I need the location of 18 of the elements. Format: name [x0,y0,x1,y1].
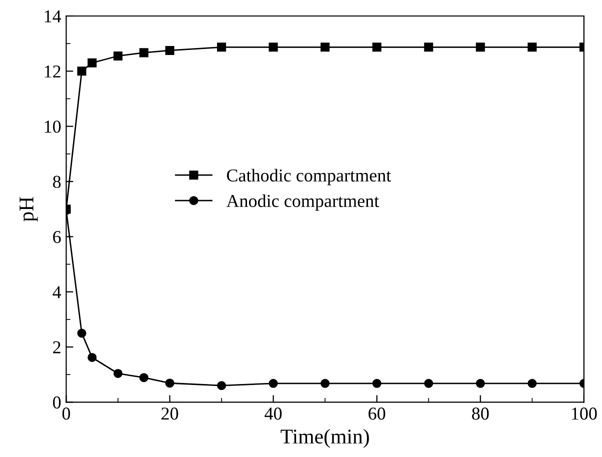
y-tick-label: 14 [44,10,62,22]
y-tick-label: 12 [44,65,60,78]
y-tick-label: 6 [53,230,61,244]
y-axis-title: pH [20,196,38,222]
y-tick-label: 4 [52,286,62,298]
legend-label: Cathodic compartment [226,168,392,186]
x-tick-label: 100 [572,408,597,420]
y-tick-label: 10 [44,120,61,133]
x-tick-label: 80 [472,408,489,420]
y-tick-label: 0 [53,396,61,409]
x-tick-label: 60 [368,408,386,420]
x-tick-label: 0 [62,408,70,420]
y-tick-label: 2 [53,341,60,354]
x-tick-label: 20 [162,408,178,420]
x-tick-label: 40 [264,408,282,420]
y-tick-label: 8 [53,176,61,188]
legend-label: Anodic compartment [226,194,380,211]
x-axis-title: Time(min) [280,428,369,448]
